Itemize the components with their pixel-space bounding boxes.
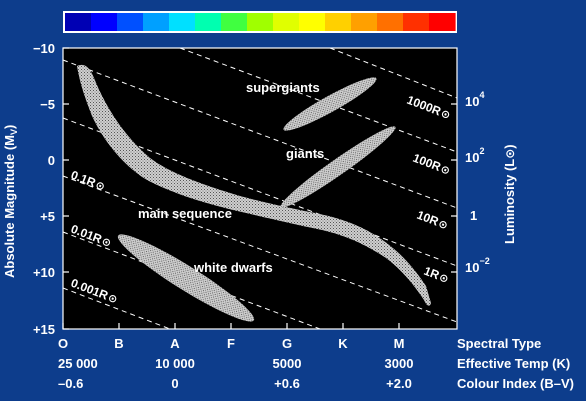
star-regions [77,64,431,322]
effective-temp-value: 3000 [385,356,414,371]
bottom-axis-ticks [62,323,400,329]
main-sequence-label: main sequence [138,206,232,221]
giants-region [280,126,396,208]
left-tick-label: +10 [33,265,55,280]
colorbar-swatch [403,13,430,31]
giants-label: giants [286,146,324,161]
right-axis-labels: 104 102 1 10−2 [465,90,490,275]
radius-line-10 [62,59,458,209]
radius-label-10: 10R⊙ [415,208,450,233]
left-tick-label: −10 [33,41,55,56]
radius-line-1000 [329,47,458,99]
colorbar-swatch [247,13,274,31]
left-tick-label: −5 [40,97,55,112]
colorbar-swatch [377,13,404,31]
white-dwarfs-region [117,234,255,322]
spectral-type-value: A [170,336,180,351]
colour-index-value: +2.0 [386,376,412,391]
right-tick-label: 1 [470,208,477,223]
effective-temp-label: Effective Temp (K) [457,356,570,371]
radius-line-01 [62,175,458,323]
colour-index-row: –0.6 0 +0.6 +2.0 Colour Index (B–V) [58,376,574,391]
supergiants-region [283,77,377,131]
spectral-type-value: K [338,336,348,351]
colorbar-swatch [117,13,144,31]
effective-temp-row: 25 000 10 000 5000 3000 Effective Temp (… [58,356,570,371]
left-tick-label: +5 [40,209,55,224]
spectral-type-label: Spectral Type [457,336,541,351]
left-tick-label: +15 [33,322,55,337]
spectral-type-value: F [227,336,235,351]
colorbar-swatch [351,13,378,31]
colorbar [65,13,456,31]
colorbar-swatch [299,13,326,31]
right-axis-title: Luminosity (L⊙) [502,144,517,244]
colorbar-swatch [221,13,248,31]
radius-line-100 [179,47,458,153]
right-axis-ticks [451,103,457,273]
left-axis-title: Absolute Magnitude (MV) [2,125,19,278]
colorbar-swatch [91,13,118,31]
colour-index-value: 0 [171,376,178,391]
effective-temp-value: 10 000 [155,356,195,371]
left-axis-labels: −10 −5 0 +5 +10 +15 [33,41,55,337]
spectral-type-value: M [394,336,405,351]
colorbar-swatch [169,13,196,31]
colorbar-swatch [143,13,170,31]
right-tick-label: 104 [465,90,484,109]
effective-temp-value: 5000 [273,356,302,371]
radius-line-1 [62,117,458,267]
effective-temp-value: 25 000 [58,356,98,371]
supergiants-label: supergiants [246,80,320,95]
plot-area [62,47,458,330]
spectral-type-value: O [58,336,68,351]
colorbar-swatch [325,13,352,31]
colorbar-swatch [273,13,300,31]
colorbar-swatch [429,13,456,31]
colour-index-label: Colour Index (B–V) [457,376,574,391]
right-tick-label: 10−2 [465,256,490,275]
colour-index-value: –0.6 [58,376,83,391]
radius-label-1: 1R⊙ [422,264,451,286]
radius-line-0001 [62,287,171,330]
colorbar-swatch [65,13,92,31]
colorbar-swatch [195,13,222,31]
right-tick-label: 102 [465,146,484,165]
spectral-type-value: B [114,336,123,351]
spectral-type-row: O B A F G K M Spectral Type [58,336,541,351]
left-axis-ticks [63,47,69,330]
left-tick-label: 0 [48,153,55,168]
colour-index-value: +0.6 [274,376,300,391]
spectral-type-value: G [282,336,292,351]
white-dwarfs-label: white dwarfs [193,260,273,275]
